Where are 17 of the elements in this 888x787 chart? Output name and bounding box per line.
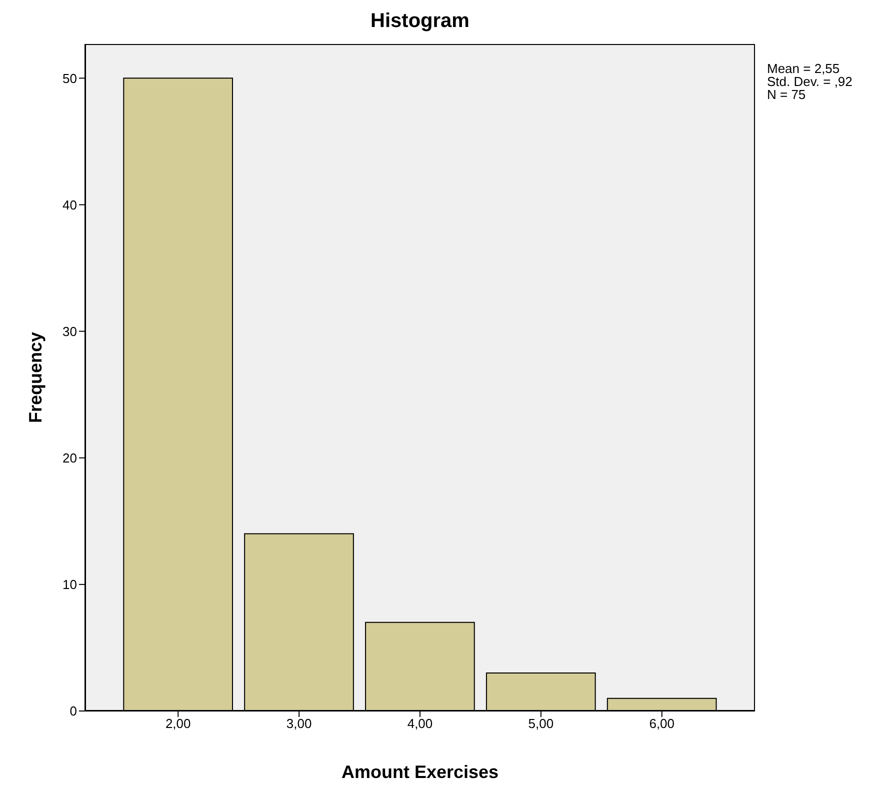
text: Mean = 2,55 <box>767 61 841 76</box>
y-axis-title: Frequency <box>25 332 46 424</box>
y-tick-label: 0 <box>70 704 77 719</box>
x-axis-title: Amount Exercises <box>341 762 499 782</box>
y-tick-label: 20 <box>62 450 77 466</box>
x-tick-label: 2,00 <box>165 716 191 732</box>
y-tick-label: 30 <box>62 324 77 339</box>
y-tick-label: 50 <box>62 70 77 86</box>
text: Std. Dev. = ,92 <box>767 74 852 89</box>
y-tick-label: 40 <box>62 197 77 212</box>
x-tick-label: 6,00 <box>649 716 675 732</box>
chart-title: Histogram <box>370 10 470 33</box>
x-tick-label: 5,00 <box>528 716 554 732</box>
text: N = 75 <box>767 87 807 102</box>
x-tick-label: 3,00 <box>286 716 312 732</box>
x-tick-label: 4,00 <box>407 716 433 732</box>
y-tick-label: 10 <box>62 577 77 592</box>
